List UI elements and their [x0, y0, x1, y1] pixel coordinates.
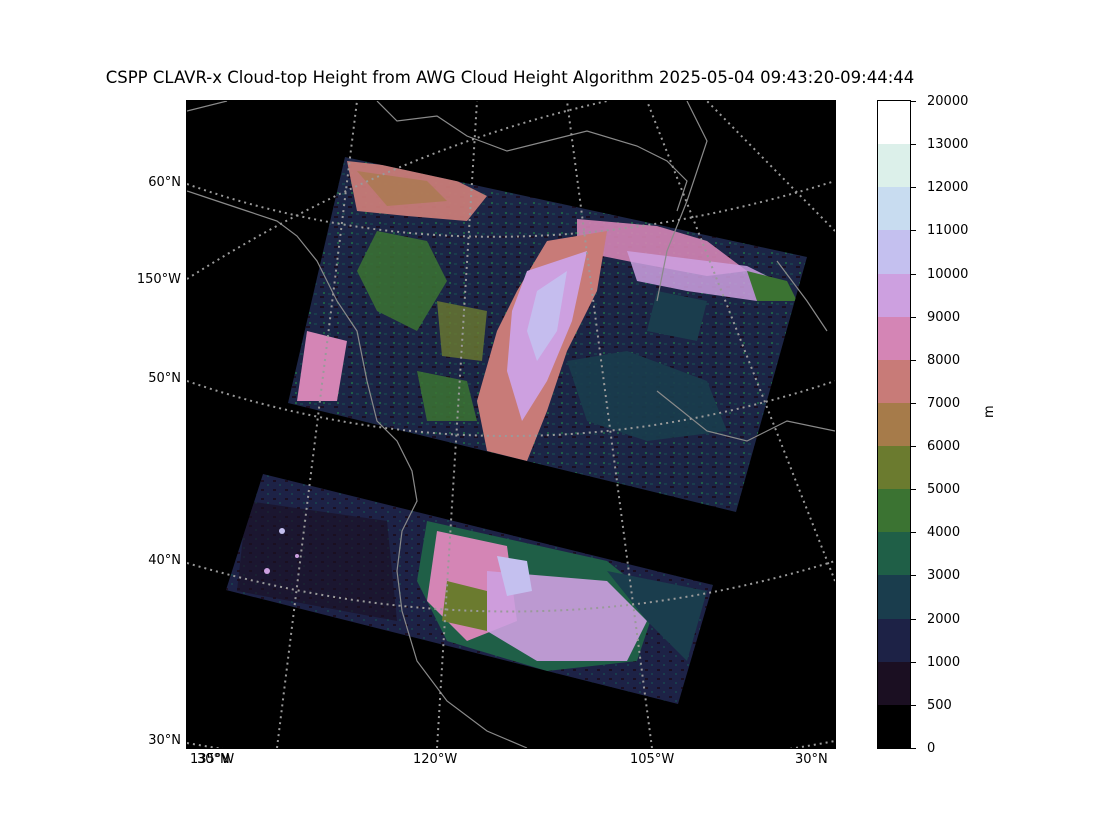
lat-label-50n: 50°N — [148, 371, 181, 386]
lat-label-40n: 40°N — [148, 553, 181, 568]
colorbar-segment — [878, 187, 910, 231]
northern-swath — [288, 157, 807, 512]
colorbar-tick-label: 2000 — [927, 611, 961, 627]
colorbar-segment — [878, 402, 910, 447]
colorbar-tick-label: 11000 — [927, 223, 969, 239]
colorbar-tick-mark — [911, 359, 916, 361]
map-canvas — [187, 101, 835, 748]
colorbar-tick-mark — [911, 144, 916, 146]
colorbar-tick-label: 0 — [927, 741, 936, 756]
colorbar-tick-label: 5000 — [927, 482, 961, 498]
lat-label-60n: 60°N — [148, 175, 181, 190]
colorbar-tick-label: 4000 — [927, 525, 961, 541]
colorbar-segment — [878, 532, 910, 576]
colorbar-tick-mark — [911, 704, 916, 706]
colorbar-tick-mark — [911, 575, 916, 577]
colorbar-segment — [878, 144, 910, 188]
colorbar-tick-label: 8000 — [927, 352, 961, 368]
colorbar-segment — [878, 661, 910, 706]
colorbar-tick-mark — [911, 748, 916, 749]
lon-label-135w: 135°W — [190, 752, 235, 767]
colorbar-tick-mark — [911, 187, 916, 189]
colorbar-segment — [878, 704, 910, 749]
colorbar-segment — [878, 489, 910, 533]
colorbar-tick-label: 20000 — [927, 94, 969, 109]
colorbar-segment — [878, 230, 910, 275]
colorbar-unit-label: m — [982, 405, 997, 418]
colorbar-tick-mark — [911, 230, 916, 232]
colorbar-tick-label: 1000 — [927, 654, 961, 670]
colorbar-tick-mark — [911, 316, 916, 318]
colorbar-tick-label: 10000 — [927, 266, 969, 282]
colorbar-segment — [878, 618, 910, 663]
colorbar — [878, 101, 910, 749]
colorbar-tick-mark — [911, 446, 916, 448]
colorbar-tick-label: 12000 — [927, 180, 969, 196]
colorbar-tick-label: 7000 — [927, 395, 961, 411]
lat-label-30n: 30°N — [148, 733, 181, 748]
lon-label-30n-left: 30°N — [197, 752, 230, 767]
chart-title: CSPP CLAVR-x Cloud-top Height from AWG C… — [105, 68, 915, 87]
colorbar-tick-label: 500 — [927, 697, 952, 713]
colorbar-segment — [878, 359, 910, 404]
colorbar-tick-label: 3000 — [927, 568, 961, 584]
lat-label-150w: 150°W — [136, 272, 181, 287]
lon-label-105w: 105°W — [630, 752, 675, 767]
colorbar-segment — [878, 101, 910, 145]
lon-label-120w: 120°W — [413, 752, 458, 767]
colorbar-tick-label: 6000 — [927, 439, 961, 455]
colorbar-segment — [878, 446, 910, 490]
colorbar-tick-label: 13000 — [927, 137, 969, 153]
colorbar-tick-mark — [911, 489, 916, 491]
colorbar-segment — [878, 575, 910, 620]
colorbar-tick-mark — [911, 101, 916, 102]
colorbar-segment — [878, 316, 910, 361]
graticule — [187, 101, 835, 748]
colorbar-tick-mark — [911, 532, 916, 534]
colorbar-segment — [878, 273, 910, 318]
map-panel — [187, 101, 835, 748]
southern-swath — [226, 474, 713, 704]
colorbar-tick-mark — [911, 661, 916, 663]
colorbar-tick-mark — [911, 273, 916, 275]
colorbar-tick-label: 9000 — [927, 309, 961, 325]
colorbar-tick-mark — [911, 402, 916, 404]
lon-label-30n-right: 30°N — [795, 752, 828, 767]
colorbar-tick-mark — [911, 618, 916, 620]
